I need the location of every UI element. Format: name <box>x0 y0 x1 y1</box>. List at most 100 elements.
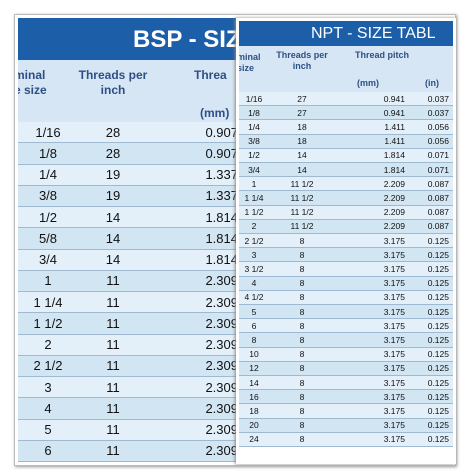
table-cell: 1 1/4 <box>33 294 63 310</box>
table-cell: 1.411 <box>384 136 405 147</box>
table-cell: 27 <box>297 93 307 104</box>
table-cell: 1 <box>44 273 52 289</box>
table-cell: 1/4 <box>248 121 260 132</box>
table-cell: 14 <box>249 377 259 388</box>
table-cell: 19 <box>105 188 121 204</box>
table-cell: 20 <box>249 420 259 431</box>
table-cell: 11 <box>106 358 120 374</box>
column-label: minal e size <box>18 68 47 97</box>
table-row: 1 11 1/2 2.209 0.087 <box>239 177 453 192</box>
table-cell: 6 <box>44 443 52 459</box>
table-row: 1/8 27 0.941 0.037 <box>239 106 453 121</box>
npt-table: NPT - SIZE TABL minal size Threads per i… <box>236 18 456 464</box>
table-cell: 10 <box>249 349 259 360</box>
bsp-column-header: minal e size Threads per inch Threa (mm) <box>18 60 240 122</box>
table-cell: 2.309 <box>205 400 238 416</box>
table-cell: 2.309 <box>205 337 238 353</box>
table-cell: 1 1/2 <box>244 207 264 218</box>
table-cell: 0.125 <box>427 420 449 431</box>
table-cell: 0.071 <box>427 150 449 161</box>
column-label: Thread pitch <box>355 50 410 60</box>
table-cell: 18 <box>249 405 259 416</box>
npt-column-header: minal size Threads per inch Thread pitch… <box>239 46 453 92</box>
table-row: 1/4 19 1.337 <box>18 164 240 186</box>
table-cell: 0.125 <box>427 377 449 388</box>
table-row: 5 11 2.309 <box>18 419 240 441</box>
table-cell: 11 <box>106 294 120 310</box>
table-cell: 0.125 <box>427 306 449 317</box>
table-cell: 2.309 <box>205 273 238 289</box>
table-cell: 1.814 <box>383 164 405 175</box>
bsp-table: BSP - SIZ minal e size Threads per inch … <box>18 18 240 462</box>
table-cell: 3.175 <box>383 278 405 289</box>
table-row: 3 8 3.175 0.125 <box>239 248 453 263</box>
column-unit: (mm) <box>357 78 379 88</box>
table-cell: 8 <box>299 334 305 345</box>
table-cell: 1.814 <box>205 230 238 246</box>
table-cell: 8 <box>299 420 305 431</box>
table-cell: 14 <box>105 230 121 246</box>
table-cell: 11 1/2 <box>290 207 314 218</box>
table-row: 1/16 27 0.941 0.037 <box>239 92 453 107</box>
table-row: 1 1/2 11 2.309 <box>18 313 240 335</box>
table-row: 10 8 3.175 0.125 <box>239 347 453 362</box>
table-cell: 2 <box>44 337 52 353</box>
table-cell: 3.175 <box>383 292 405 303</box>
table-cell: 1/16 <box>35 124 61 140</box>
table-cell: 3 1/2 <box>244 263 264 274</box>
table-cell: 5 <box>44 422 52 438</box>
table-row: 3/8 18 1.411 0.056 <box>239 134 453 149</box>
column-label: Threads per inch <box>276 50 328 72</box>
table-row: 3 11 2.309 <box>18 377 240 399</box>
table-cell: 8 <box>299 278 305 289</box>
table-cell: 2.309 <box>205 315 238 331</box>
table-cell: 8 <box>299 349 305 360</box>
column-label: minal size <box>237 52 261 74</box>
table-cell: 1 1/2 <box>33 315 63 331</box>
table-cell: 8 <box>299 263 305 274</box>
npt-header: NPT - SIZE TABL <box>239 21 453 46</box>
table-cell: 14 <box>297 150 307 161</box>
table-cell: 14 <box>297 164 307 175</box>
table-cell: 2.309 <box>205 358 238 374</box>
table-cell: 0.037 <box>427 107 449 118</box>
table-row: 3 1/2 8 3.175 0.125 <box>239 262 453 277</box>
table-cell: 0.087 <box>427 178 449 189</box>
table-cell: 8 <box>299 377 305 388</box>
table-cell: 2.209 <box>383 192 405 203</box>
table-cell: 28 <box>105 124 121 140</box>
table-cell: 3.175 <box>383 263 405 274</box>
table-cell: 2.309 <box>205 422 238 438</box>
table-cell: 3.175 <box>383 334 405 345</box>
table-cell: 12 <box>249 363 259 374</box>
table-cell: 3.175 <box>383 391 405 402</box>
bsp-title: BSP - SIZ <box>133 26 240 53</box>
table-cell: 0.125 <box>427 334 449 345</box>
table-cell: 0.087 <box>427 207 449 218</box>
table-cell: 1.814 <box>205 209 238 225</box>
table-row: 18 8 3.175 0.125 <box>239 404 453 419</box>
table-cell: 11 <box>106 315 120 331</box>
table-row: 1/4 18 1.411 0.056 <box>239 120 453 135</box>
table-cell: 3.175 <box>383 349 405 360</box>
table-row: 8 8 3.175 0.125 <box>239 333 453 348</box>
table-cell: 3/4 <box>38 252 58 268</box>
table-cell: 0.125 <box>427 249 449 260</box>
table-cell: 16 <box>249 391 259 402</box>
table-cell: 2.309 <box>205 294 238 310</box>
table-cell: 8 <box>299 391 305 402</box>
table-cell: 1 <box>251 178 257 189</box>
table-cell: 0.037 <box>427 93 449 104</box>
table-cell: 11 <box>106 422 120 438</box>
table-cell: 0.056 <box>427 136 449 147</box>
table-cell: 11 <box>106 400 120 416</box>
table-cell: 2 1/2 <box>33 358 63 374</box>
table-cell: 3.175 <box>383 363 405 374</box>
table-cell: 1 1/4 <box>244 192 264 203</box>
table-cell: 2.209 <box>383 221 405 232</box>
table-cell: 3.175 <box>383 235 405 246</box>
table-cell: 1.411 <box>384 121 405 132</box>
table-row: 1 1/2 11 1/2 2.209 0.087 <box>239 205 453 220</box>
table-cell: 0.125 <box>427 292 449 303</box>
table-cell: 8 <box>299 405 305 416</box>
